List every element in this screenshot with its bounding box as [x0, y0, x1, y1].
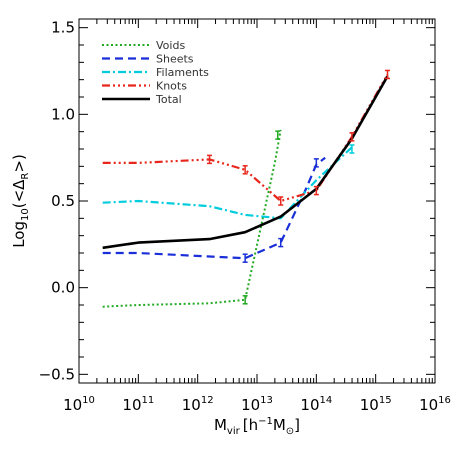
x-label-sub: vir: [227, 426, 241, 437]
legend-label-sheets: Sheets: [156, 53, 194, 66]
series-line-total: [102, 75, 389, 250]
x-label-units: [h: [243, 416, 258, 434]
y-tick-label: 0.0: [51, 279, 75, 297]
error-bars: [207, 69, 391, 305]
series-line-sheets: [102, 156, 326, 260]
x-label-units2: M: [273, 416, 286, 434]
x-tick-label: 1014: [300, 395, 332, 414]
y-tick-label: 0.5: [51, 192, 75, 210]
series-line-voids: [102, 129, 282, 308]
y-tick-labels: −0.5 0.0 0.5 1.0 1.5: [39, 19, 75, 384]
x-tick-label: 1016: [419, 395, 451, 414]
x-tick-label: 1015: [360, 395, 392, 414]
y-label-sub: 10: [20, 208, 31, 221]
x-axis-label: Mvir [h−1M⊙]: [214, 416, 300, 437]
y-axis-label: Log10(<ΔR>): [10, 154, 31, 248]
series-line-filaments: [102, 146, 353, 220]
y-tick-label: 1.0: [51, 105, 75, 123]
series-lines: [102, 73, 389, 308]
x-tick-label: 1013: [241, 395, 273, 414]
y-label-sub2: R: [20, 173, 31, 180]
x-tick-label: 1012: [182, 395, 214, 414]
y-tick-label: 1.5: [51, 19, 75, 37]
x-tick-label: 1011: [122, 395, 154, 414]
legend-label-voids: Voids: [156, 39, 185, 52]
x-label-main: M: [214, 416, 227, 434]
y-label-main: Log: [10, 221, 28, 248]
plot-frame: [78, 18, 436, 384]
x-tick-label: 1010: [63, 395, 95, 414]
legend-label-knots: Knots: [156, 80, 187, 93]
legend-label-total: Total: [155, 93, 182, 106]
y-label-close: >): [10, 154, 28, 172]
axis-major-ticks: [78, 19, 436, 383]
legend-label-filaments: Filaments: [156, 66, 209, 79]
y-label-open: (<Δ: [10, 179, 28, 208]
x-label-exp: −1: [258, 416, 273, 427]
axis-minor-ticks: [79, 19, 435, 383]
y-tick-label: −0.5: [39, 365, 75, 383]
series-line-knots: [102, 73, 389, 203]
x-label-close: ]: [294, 416, 300, 434]
x-tick-labels: 1010 1011 1012 1013 1014 1015 1016: [63, 395, 451, 414]
x-label-sun: ⊙: [286, 426, 294, 437]
